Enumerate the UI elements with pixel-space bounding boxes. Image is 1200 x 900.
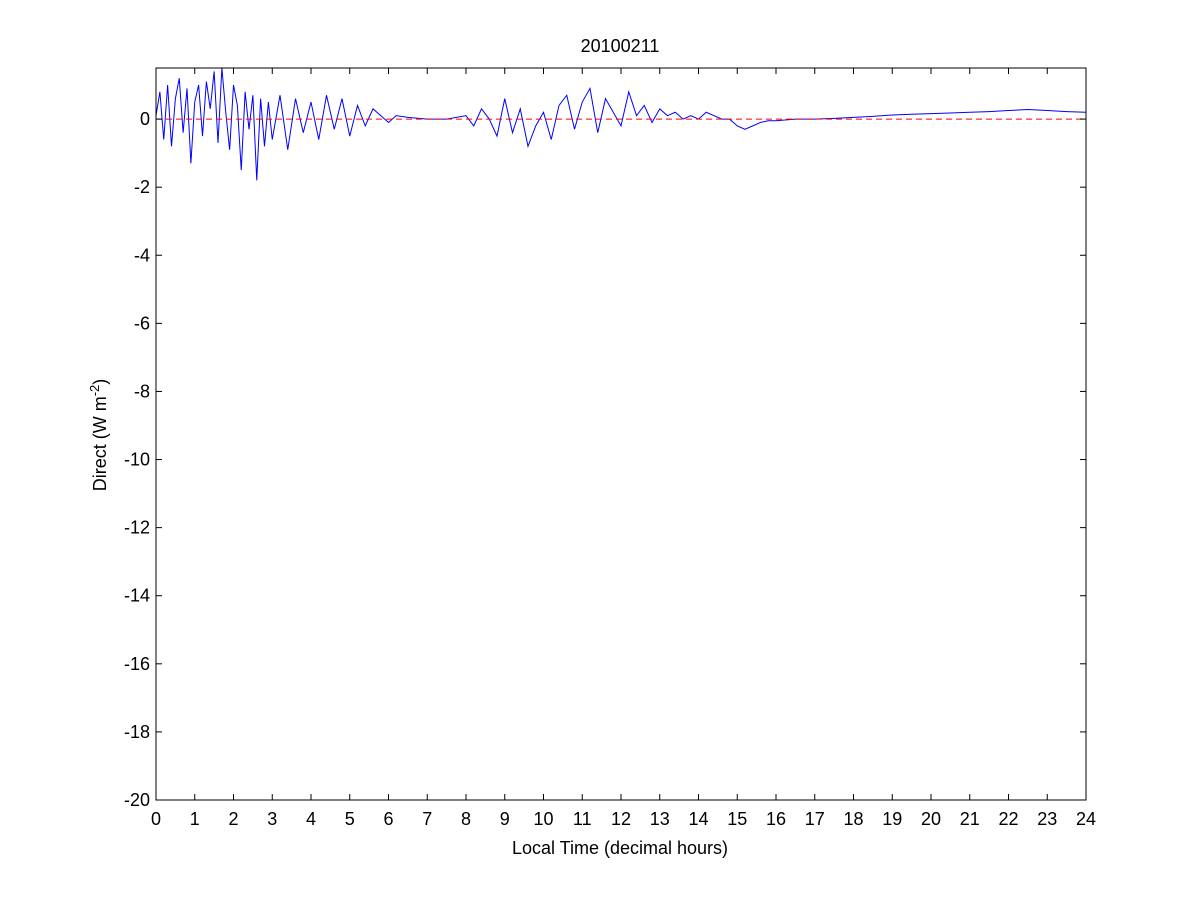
y-tick-label: -16 — [124, 654, 150, 674]
y-tick-label: -18 — [124, 722, 150, 742]
y-tick-label: -14 — [124, 586, 150, 606]
x-tick-label: 3 — [267, 809, 277, 829]
x-tick-label: 18 — [843, 809, 863, 829]
y-tick-label: -20 — [124, 790, 150, 810]
y-tick-label: -10 — [124, 450, 150, 470]
x-tick-label: 20 — [921, 809, 941, 829]
plot-area — [156, 68, 1086, 800]
x-tick-label: 11 — [573, 809, 592, 829]
x-tick-label: 23 — [1037, 809, 1057, 829]
x-tick-label: 0 — [151, 809, 161, 829]
x-tick-label: 8 — [461, 809, 471, 829]
y-axis-ticks: 0 -2 -4 -6 -8 -10 -12 -14 -16 -18 -20 — [124, 109, 1086, 810]
x-axis-label: Local Time (decimal hours) — [512, 838, 728, 858]
x-tick-label: 9 — [500, 809, 510, 829]
y-axis-label-suffix: ) — [90, 379, 110, 385]
x-tick-label: 6 — [383, 809, 393, 829]
x-tick-label: 4 — [306, 809, 316, 829]
y-axis-label-prefix: Direct (W m — [90, 396, 110, 491]
x-tick-label: 22 — [998, 809, 1018, 829]
y-tick-label: -8 — [134, 381, 150, 401]
series-layer — [155, 67, 1087, 181]
x-tick-label: 14 — [688, 809, 708, 829]
x-tick-label: 7 — [422, 809, 432, 829]
x-tick-label: 1 — [190, 809, 200, 829]
x-tick-label: 19 — [882, 809, 902, 829]
y-axis-label: Direct (W m-2) — [87, 379, 111, 492]
x-tick-label: 17 — [805, 809, 825, 829]
x-tick-label: 12 — [611, 809, 631, 829]
x-tick-label: 21 — [960, 809, 980, 829]
x-tick-label: 16 — [766, 809, 786, 829]
x-tick-label: 5 — [345, 809, 355, 829]
y-tick-label: -2 — [134, 177, 150, 197]
chart-title: 20100211 — [581, 36, 660, 56]
x-tick-label: 24 — [1076, 809, 1096, 829]
y-tick-label: 0 — [140, 109, 150, 129]
y-tick-label: -12 — [124, 518, 150, 538]
y-tick-label: -4 — [134, 245, 150, 265]
x-tick-label: 13 — [650, 809, 670, 829]
y-axis-label-superscript: -2 — [87, 385, 102, 397]
y-tick-label: -6 — [134, 313, 150, 333]
x-tick-label: 10 — [533, 809, 553, 829]
x-axis-ticks: 0 1 2 3 4 5 6 7 8 9 10 11 12 13 14 15 16 17 18 19 20 21 22 23 24 — [151, 68, 1096, 829]
x-tick-label: 15 — [727, 809, 747, 829]
x-tick-label: 2 — [228, 809, 238, 829]
